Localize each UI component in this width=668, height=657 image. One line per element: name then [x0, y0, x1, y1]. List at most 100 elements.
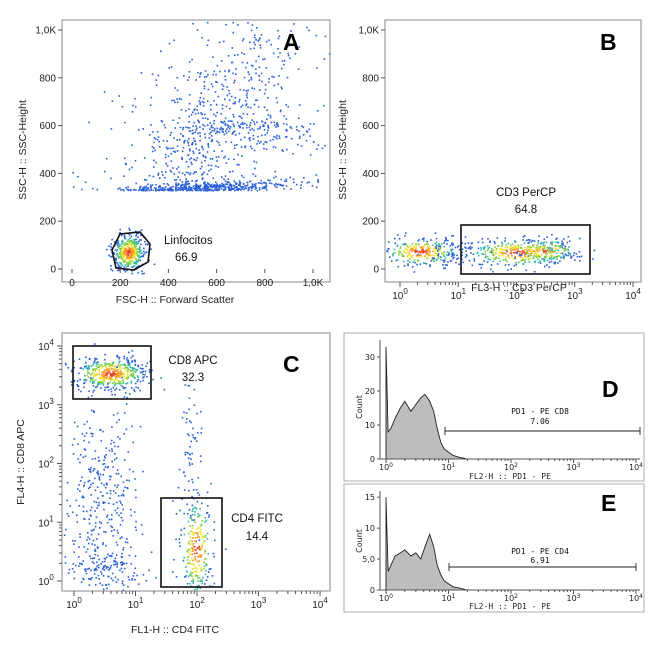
panel-c-event-78: [110, 388, 112, 390]
panel-b-event-38: [420, 255, 423, 258]
panel-a-event-1548: [269, 116, 272, 119]
panel-a-event-399: [129, 243, 131, 245]
panel-a-event-1329: [195, 125, 197, 127]
panel-c-event-17: [96, 386, 98, 388]
panel-c-event-1125: [99, 582, 101, 585]
panel-b-event-324: [479, 263, 482, 266]
panel-b-event-773: [433, 257, 436, 260]
panel-c-event-59: [93, 362, 95, 365]
panel-c-event-932: [199, 587, 202, 589]
panel-c-event-283: [73, 380, 76, 383]
panel-c-event-1010: [180, 534, 182, 536]
panel-a-event-411: [128, 261, 130, 264]
panel-b-event-433: [549, 247, 552, 249]
panel-d-x-label: FL2-H :: PD1 - PE: [469, 472, 551, 481]
panel-a-event-267: [137, 271, 139, 274]
panel-c-event-377: [134, 363, 136, 366]
panel-c-event-768: [122, 508, 124, 511]
panel-a-event-1255: [228, 186, 230, 189]
panel-a-event-53: [143, 247, 145, 250]
panel-a-event-1488: [258, 55, 260, 58]
panel-c-event-969: [191, 514, 194, 516]
panel-c-event-1027: [192, 519, 195, 521]
panel-b-event-677: [543, 250, 545, 253]
panel-a-event-781: [253, 185, 255, 188]
panel-a-event-1045: [290, 30, 292, 32]
panel-c-event-1184: [110, 554, 112, 557]
panel-b-event-568: [490, 250, 493, 252]
panel-c-event-1116: [100, 563, 102, 565]
panel-c-event-280: [127, 372, 129, 375]
panel-a-event-561: [158, 140, 160, 143]
panel-c-event-484: [134, 526, 137, 529]
panel-c-event-736: [96, 486, 99, 488]
panel-a-event-284: [137, 255, 139, 257]
panel-a-event-1438: [259, 126, 261, 128]
panel-a-event-1028: [221, 107, 224, 110]
panel-a-event-598: [263, 186, 266, 188]
panel-a-event-922: [249, 180, 251, 183]
panel-c-event-318: [142, 379, 144, 382]
panel-c-event-331: [131, 361, 133, 363]
panel-a-event-859: [159, 177, 161, 179]
panel-c-event-388: [110, 379, 113, 382]
panel-a-event-1167: [214, 184, 217, 187]
panel-a-event-736: [195, 171, 197, 173]
panel-b-event-645: [532, 255, 535, 257]
panel-c-event-489: [109, 489, 112, 492]
panel-a-event-1281: [234, 182, 237, 184]
panel-a-event-1406: [241, 121, 244, 124]
panel-a-event-1338: [250, 76, 253, 79]
panel-c-event-782: [191, 572, 194, 574]
panel-b-event-144: [410, 256, 412, 258]
panel-c-event-749: [87, 487, 90, 490]
panel-a-event-512: [183, 141, 185, 144]
panel-a-event-359: [126, 257, 128, 259]
panel-a-x-label: FSC-H :: Forward Scatter: [116, 294, 235, 306]
panel-a-event-919: [225, 183, 228, 185]
panel-a-event-1450: [286, 130, 288, 132]
panel-c-event-523: [117, 495, 120, 497]
panel-c-event-442: [103, 369, 106, 372]
panel-a-event-973: [172, 167, 174, 169]
panel-b-event-385: [515, 241, 517, 243]
panel-d-y-tick-label-3: 30: [365, 353, 375, 362]
panel-a-event-336: [131, 259, 134, 262]
panel-a-event-942: [267, 179, 269, 181]
panel-c-event-971: [190, 543, 192, 546]
panel-b-x-tick-label-0: 100: [392, 287, 408, 302]
panel-a-event-1497: [196, 105, 198, 108]
panel-a-y-tick-label-2: 400: [39, 169, 56, 180]
panel-a-event-709: [188, 158, 191, 161]
panel-e-x-tick-label-3: 103: [566, 593, 580, 603]
panel-a-event-1181: [153, 147, 155, 149]
panel-a-event-1122: [201, 113, 203, 115]
panel-c-event-964: [199, 514, 201, 517]
panel-c-event-704: [122, 493, 124, 496]
panel-a-event-1173: [246, 124, 248, 126]
panel-a-event-890: [243, 188, 245, 191]
panel-a-event-1475: [273, 76, 275, 78]
panel-c-event-1033: [188, 480, 190, 482]
panel-b-event-557: [528, 249, 530, 251]
panel-a-event-1363: [170, 132, 172, 134]
panel-a-event-845: [289, 176, 292, 179]
panel-a-event-129: [136, 266, 139, 268]
panel-a-event-974: [244, 145, 247, 148]
panel-a-event-775: [258, 39, 261, 41]
panel-a-event-1540: [231, 133, 234, 135]
panel-c-event-1130: [98, 577, 100, 580]
panel-b-event-53: [394, 242, 397, 244]
panel-a-event-941: [192, 187, 195, 190]
panel-b-event-208: [427, 243, 429, 246]
panel-a-event-391: [121, 246, 124, 249]
panel-a-event-612: [286, 45, 289, 48]
panel-b-event-555: [481, 263, 484, 266]
panel-c-event-487: [113, 441, 115, 444]
panel-a-event-1102: [315, 186, 318, 189]
panel-a-event-59: [121, 264, 124, 267]
panel-c-event-615: [112, 414, 115, 416]
panel-c-event-809: [201, 538, 203, 541]
panel-c-event-397: [84, 374, 86, 377]
panel-c-event-1170: [92, 557, 94, 560]
